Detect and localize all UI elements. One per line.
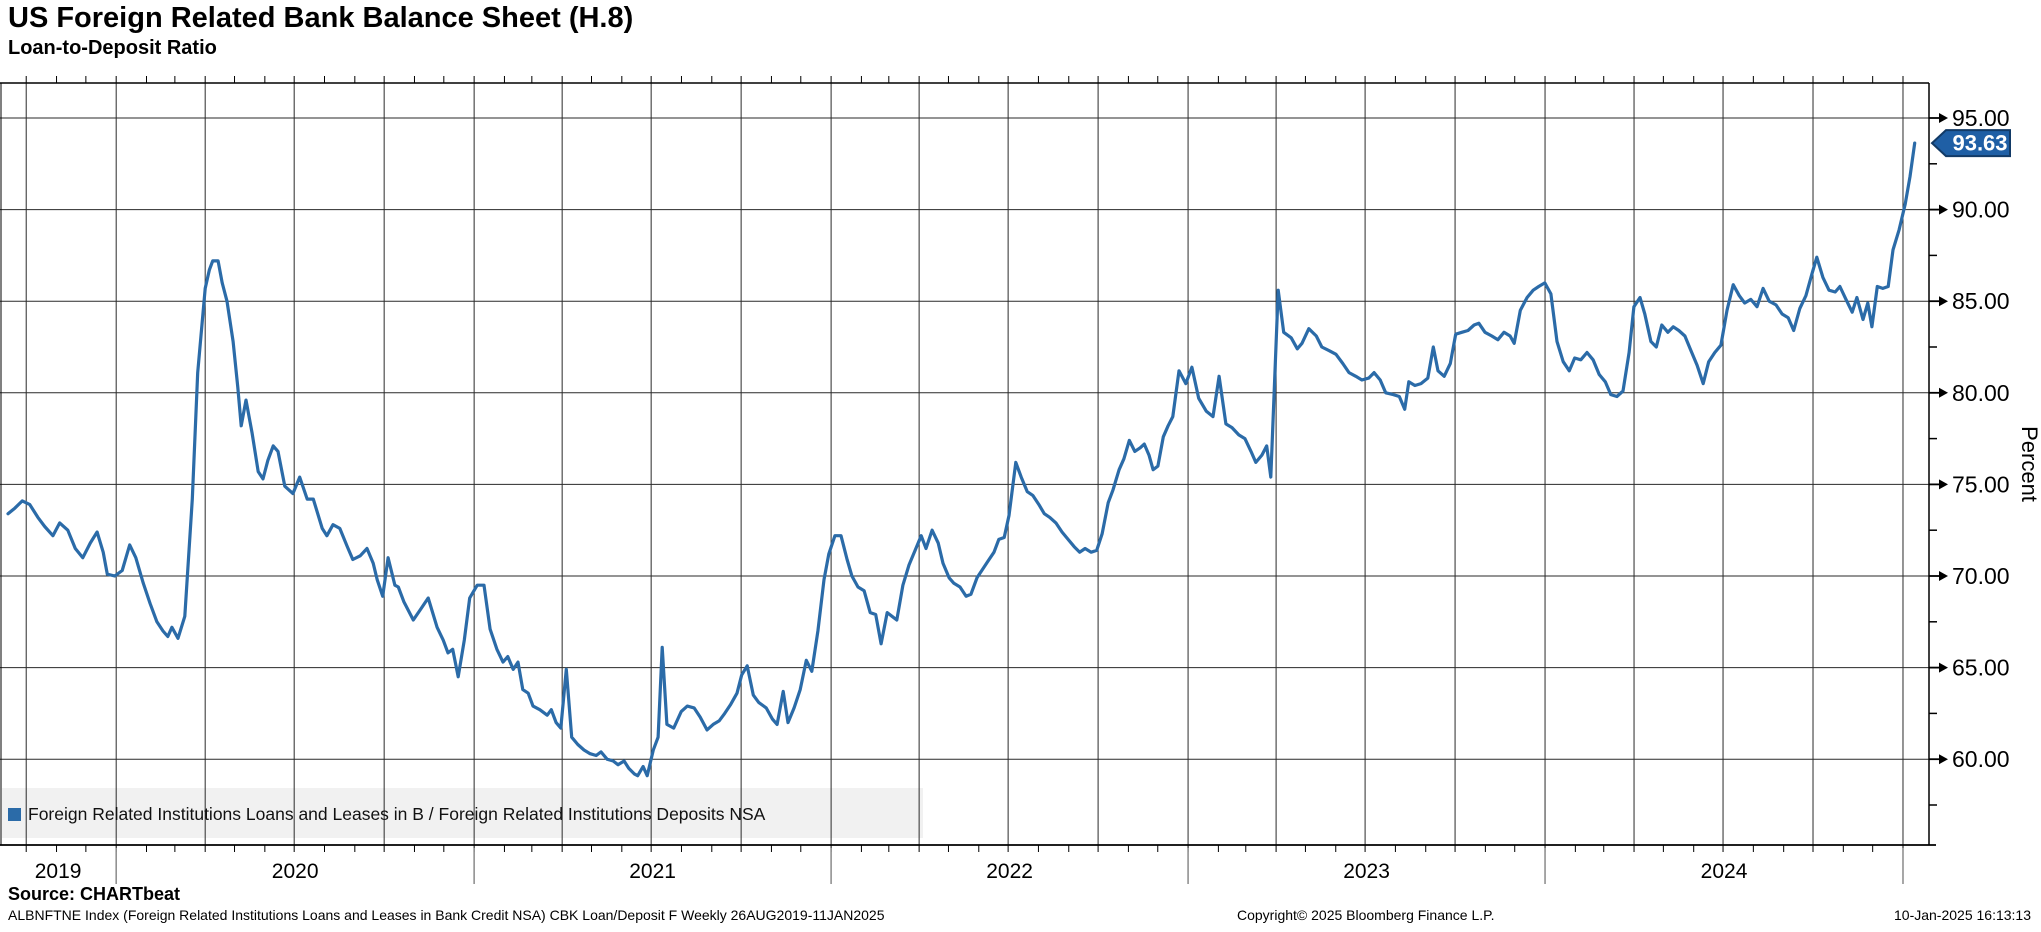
x-year-label: 2023 xyxy=(1343,860,1390,883)
last-value-label: 93.63 xyxy=(1930,129,2011,158)
vertical-gridlines xyxy=(25,83,1904,845)
x-axis-ticks xyxy=(25,76,1904,852)
legend-item[interactable]: Foreign Related Institutions Loans and L… xyxy=(8,800,765,828)
page-title: US Foreign Related Bank Balance Sheet (H… xyxy=(8,2,634,34)
x-year-label: 2022 xyxy=(986,860,1033,883)
timestamp-text: 10-Jan-2025 16:13:13 xyxy=(1894,907,2031,923)
page-subtitle: Loan-to-Deposit Ratio xyxy=(8,37,217,59)
y-tick-label: 85.00 xyxy=(1952,288,2010,314)
copyright-text: Copyright© 2025 Bloomberg Finance L.P. xyxy=(1237,907,1495,923)
y-tick-label: 60.00 xyxy=(1952,746,2010,772)
source-label: Source: CHARTbeat xyxy=(8,884,181,904)
legend-marker-icon xyxy=(8,807,21,821)
y-tick-label: 70.00 xyxy=(1952,563,2010,589)
loan-deposit-ratio-line xyxy=(6,141,1917,778)
y-tick-label: 65.00 xyxy=(1952,655,2010,681)
y-tick-label: 95.00 xyxy=(1952,105,2010,131)
y-tick-label: 90.00 xyxy=(1952,197,2010,223)
y-axis-title: Percent xyxy=(2017,426,2041,502)
y-tick-label: 80.00 xyxy=(1952,380,2010,406)
last-value-text: 93.63 xyxy=(1952,131,2007,156)
x-year-label: 2024 xyxy=(1701,860,1748,883)
year-separators xyxy=(115,848,1904,884)
legend-label: Foreign Related Institutions Loans and L… xyxy=(28,803,766,824)
x-year-label: 2021 xyxy=(629,860,676,883)
x-axis-year-labels: 2019 2020 2021 2022 2023 2024 xyxy=(35,860,1748,883)
horizontal-gridlines xyxy=(0,117,1929,760)
legend-background xyxy=(2,788,923,838)
x-year-label: 2020 xyxy=(272,860,319,883)
footnote-text: ALBNFTNE Index (Foreign Related Institut… xyxy=(8,907,885,923)
plot-frame xyxy=(0,82,1936,846)
y-axis: 95.00 90.00 85.00 80.00 75.00 70.00 65.00 60.00… xyxy=(1929,105,2041,806)
y-tick-label: 75.00 xyxy=(1952,471,2010,497)
x-year-label: 2019 xyxy=(35,860,82,883)
